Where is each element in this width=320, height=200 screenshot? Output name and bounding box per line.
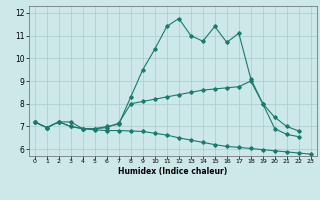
X-axis label: Humidex (Indice chaleur): Humidex (Indice chaleur)	[118, 167, 228, 176]
